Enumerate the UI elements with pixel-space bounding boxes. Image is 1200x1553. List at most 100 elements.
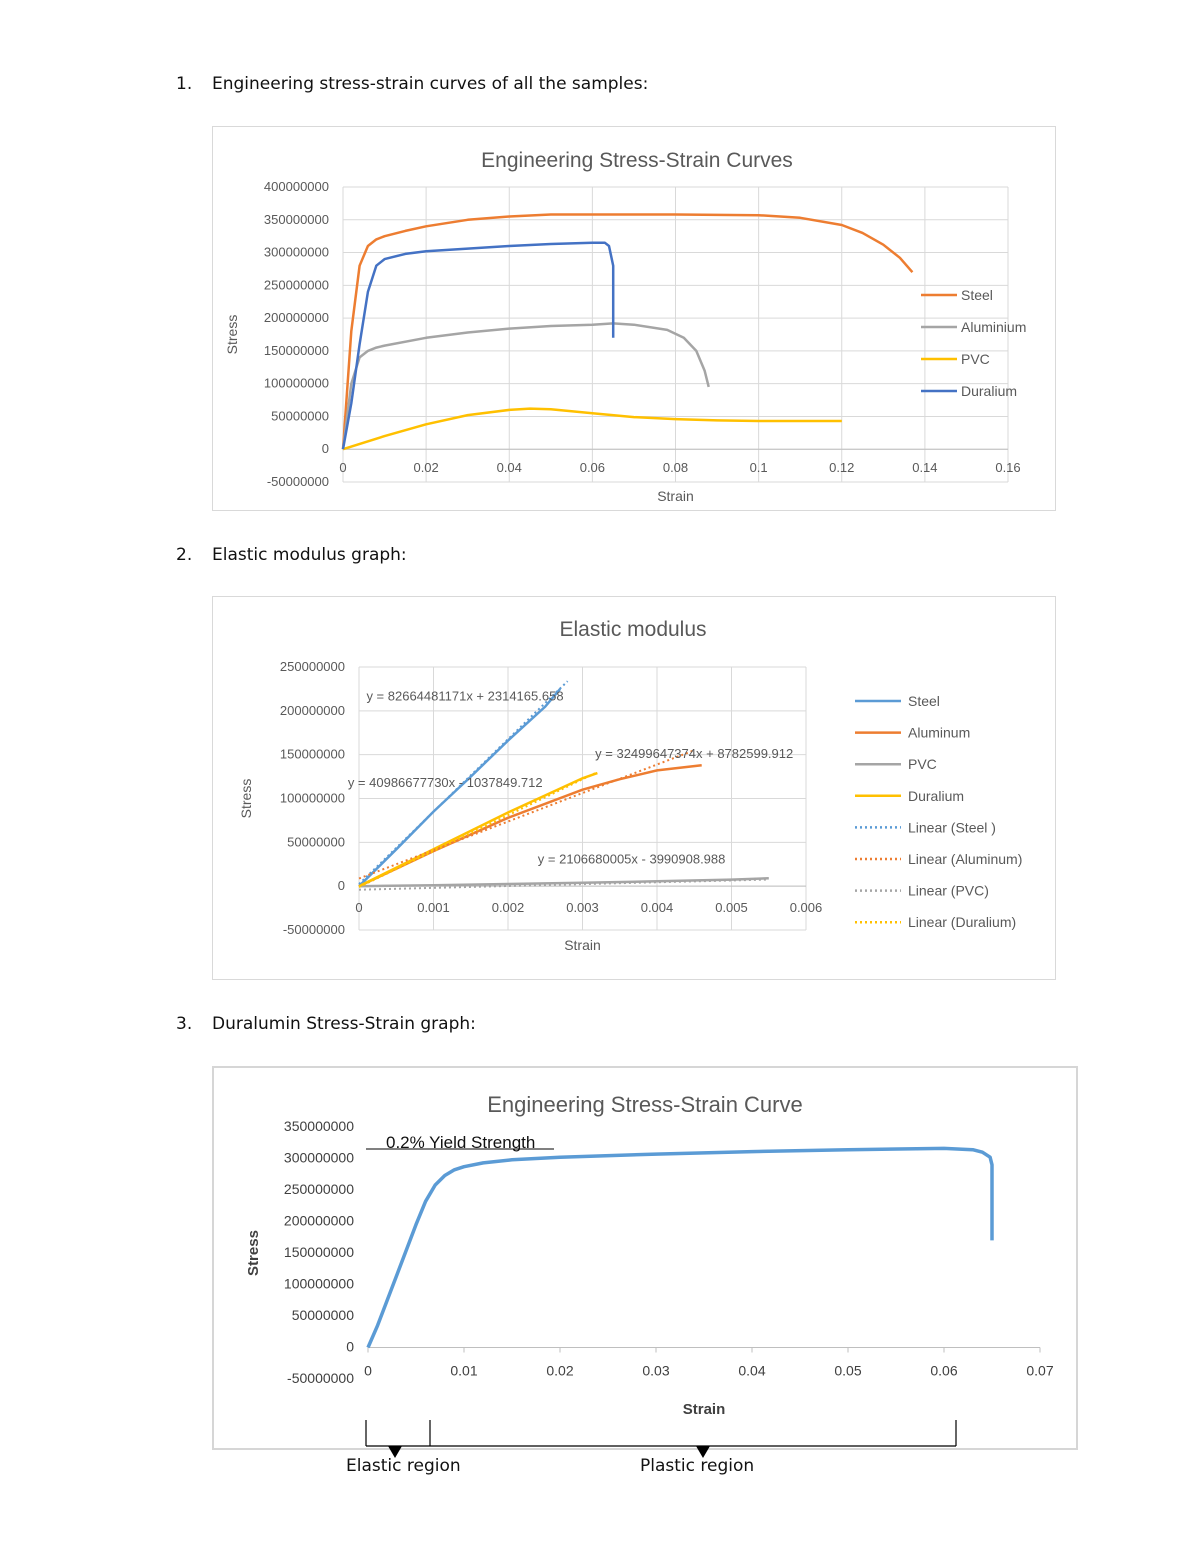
y-tick-label: 250000000 [264, 277, 329, 292]
y-tick-label: -50000000 [283, 922, 345, 937]
y-tick-label: 300000000 [264, 245, 329, 260]
x-tick-label: 0.06 [930, 1363, 957, 1379]
series-line-2 [358, 877, 769, 888]
legend-label: Steel [908, 693, 940, 709]
stress-strain-chart: Engineering Stress-Strain Curves -5000000… [224, 149, 1026, 504]
x-tick-label: 0.004 [641, 900, 674, 915]
x-tick-label: 0.12 [829, 460, 854, 475]
y-tick-label: 350000000 [284, 1118, 354, 1134]
trendline-equation: y = 32499647374x + 8782599.912 [595, 746, 793, 761]
x-axis-label: Strain [657, 488, 694, 504]
y-tick-label: 150000000 [284, 1244, 354, 1260]
x-tick-label: 0.16 [995, 460, 1020, 475]
y-tick-label: -50000000 [267, 474, 329, 489]
heading-3: 3. Duralumin Stress-Strain graph: [176, 1014, 476, 1034]
y-tick-label: -50000000 [287, 1370, 354, 1386]
y-tick-label: 350000000 [264, 212, 329, 227]
x-tick-label: 0.001 [417, 900, 450, 915]
x-tick-label: 0.005 [715, 900, 748, 915]
x-tick-label: 0.06 [580, 460, 605, 475]
chart-3-frame: Engineering Stress-Strain Curve -50000000… [212, 1066, 1078, 1450]
x-tick-label: 0 [364, 1363, 372, 1379]
x-tick-label: 0.02 [546, 1363, 573, 1379]
elastic-region-label: Elastic region [346, 1456, 461, 1476]
y-tick-label: 250000000 [284, 1181, 354, 1197]
yield-strength-label: 0.2% Yield Strength [386, 1133, 535, 1152]
x-tick-label: 0 [339, 460, 346, 475]
y-tick-label: 50000000 [287, 834, 345, 849]
trendline-equation: y = 82664481171x + 2314165.658 [366, 688, 563, 703]
y-tick-label: 0 [322, 441, 329, 456]
y-axis-label: Stress [238, 779, 254, 819]
chart-title: Engineering Stress-Strain Curve [487, 1092, 802, 1117]
y-tick-label: 50000000 [271, 408, 329, 423]
duralumin-line [366, 1146, 994, 1349]
legend-label: PVC [961, 351, 990, 367]
y-tick-label: 0 [338, 878, 345, 893]
plastic-arrow [696, 1446, 710, 1458]
legend-label: Linear (Steel ) [908, 819, 996, 835]
y-tick-label: 400000000 [264, 179, 329, 194]
y-tick-label: 100000000 [284, 1276, 354, 1292]
x-tick-label: 0.14 [912, 460, 937, 475]
series-line-steel [341, 213, 914, 450]
legend-label: Steel [961, 287, 993, 303]
x-tick-label: 0.05 [834, 1363, 861, 1379]
legend-label: Linear (Aluminum) [908, 851, 1022, 867]
elastic-arrow [388, 1446, 402, 1458]
y-tick-label: 100000000 [280, 791, 345, 806]
y-tick-label: 200000000 [280, 703, 345, 718]
x-axis-label: Strain [683, 1401, 726, 1418]
elastic-modulus-chart: Elastic modulus -50000000 0 50000000 1000000… [238, 618, 1022, 953]
x-tick-label: 0.006 [790, 900, 823, 915]
chart-title: Engineering Stress-Strain Curves [481, 149, 793, 172]
heading-2: 2. Elastic modulus graph: [176, 545, 407, 565]
x-tick-label: 0.04 [497, 460, 522, 475]
chart-1-frame: Engineering Stress-Strain Curves -5000000… [212, 126, 1056, 511]
legend-label: Linear (PVC) [908, 883, 989, 899]
x-tick-label: 0.002 [492, 900, 525, 915]
chart-2-frame: Elastic modulus -50000000 0 50000000 1000000… [212, 596, 1056, 980]
y-axis-label: Stress [224, 315, 240, 355]
legend-label: Linear (Duralium) [908, 914, 1016, 930]
series-line-3 [358, 771, 598, 888]
legend-label: Duralium [961, 383, 1017, 399]
y-tick-label: 300000000 [284, 1150, 354, 1166]
y-tick-label: 200000000 [284, 1213, 354, 1229]
trendline-equation: y = 40986677730x - 1037849.712 [348, 775, 543, 790]
series-line-aluminium [341, 322, 710, 450]
series-line-duralium [341, 241, 615, 450]
x-tick-label: 0.1 [750, 460, 768, 475]
x-tick-label: 0.01 [450, 1363, 477, 1379]
y-tick-label: 50000000 [292, 1307, 355, 1323]
y-tick-label: 150000000 [264, 343, 329, 358]
y-tick-label: 250000000 [280, 659, 345, 674]
series-line-6 [358, 878, 769, 891]
y-tick-label: 100000000 [264, 376, 329, 391]
legend-label: Aluminum [908, 725, 970, 741]
x-tick-label: 0.04 [738, 1363, 765, 1379]
duralumin-chart: Engineering Stress-Strain Curve -50000000… [245, 1092, 1054, 1418]
region-brackets [365, 1420, 957, 1458]
heading-1: 1. Engineering stress-strain curves of al… [176, 74, 649, 94]
series-line-7 [358, 771, 598, 889]
x-axis-label: Strain [564, 937, 601, 953]
legend-label: PVC [908, 756, 937, 772]
y-tick-label: 200000000 [264, 310, 329, 325]
x-tick-label: 0.03 [642, 1363, 669, 1379]
series-line-1 [358, 763, 702, 888]
legend-label: Aluminium [961, 319, 1026, 335]
chart-title: Elastic modulus [559, 618, 706, 641]
x-tick-label: 0.08 [663, 460, 688, 475]
series-line-4 [358, 680, 569, 885]
y-axis-label: Stress [245, 1230, 262, 1276]
y-tick-label: 0 [346, 1339, 354, 1355]
x-tick-label: 0.02 [413, 460, 438, 475]
plastic-region-label: Plastic region [640, 1456, 755, 1476]
x-tick-label: 0.003 [566, 900, 599, 915]
series-line-pvc [342, 407, 842, 451]
legend-label: Duralium [908, 788, 964, 804]
x-tick-label: 0.07 [1026, 1363, 1053, 1379]
x-tick-label: 0 [355, 900, 362, 915]
y-tick-label: 150000000 [280, 747, 345, 762]
